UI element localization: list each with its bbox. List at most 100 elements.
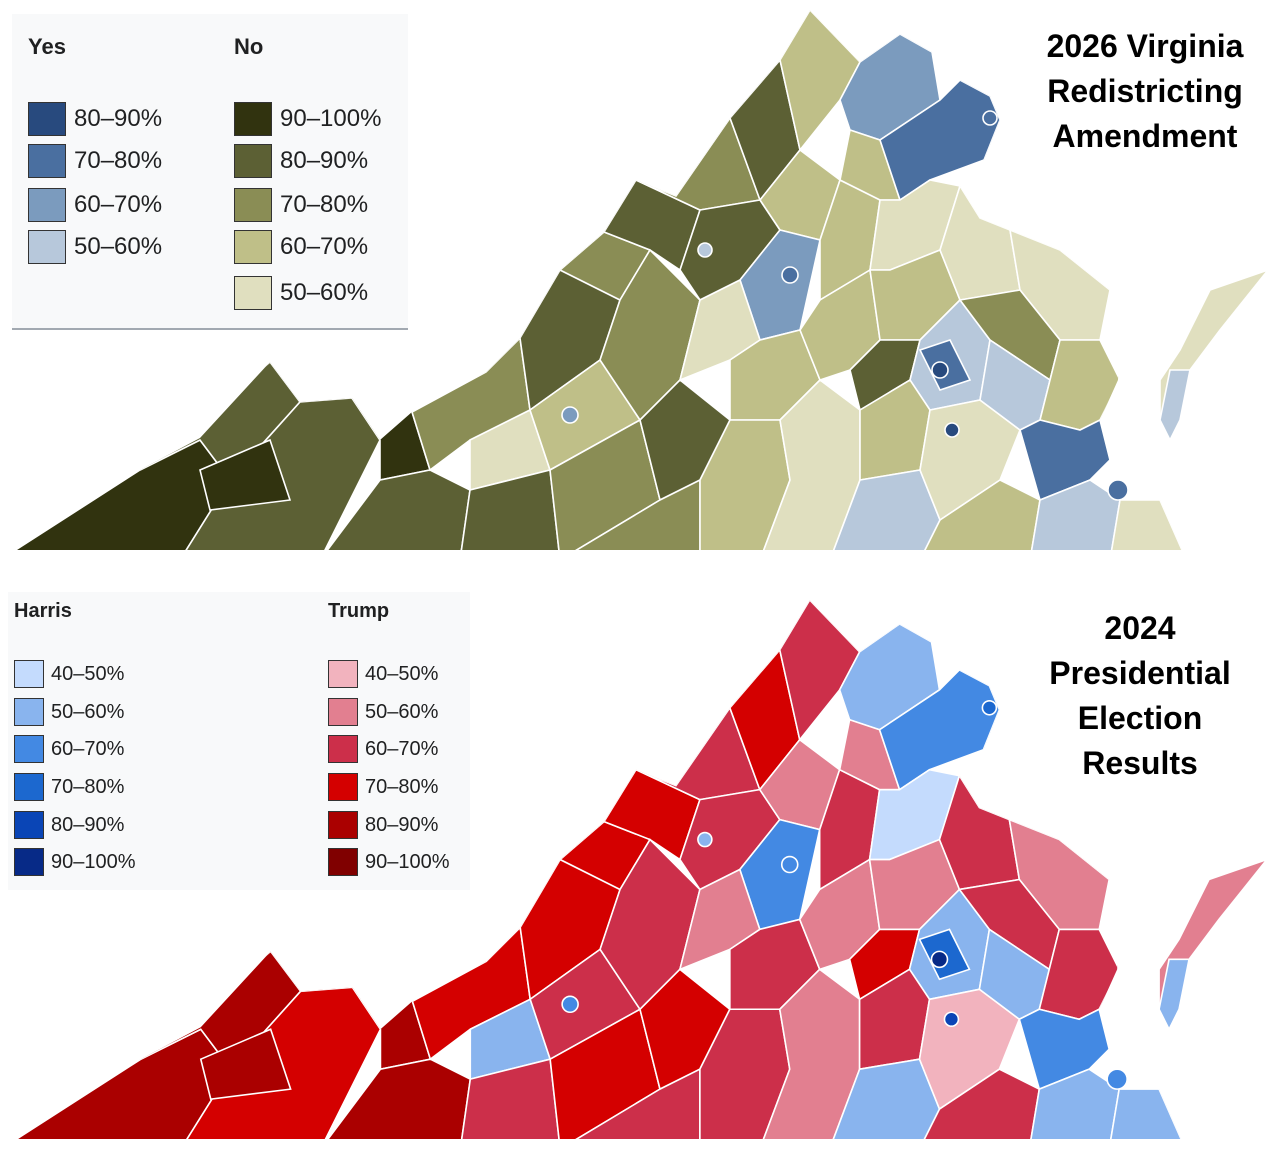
- legend-item-harris: 40–50%: [14, 660, 124, 688]
- city-dot: [981, 700, 998, 716]
- legend-swatch: [14, 660, 44, 688]
- legend-swatch: [328, 811, 358, 839]
- legend-label: 80–90%: [74, 105, 163, 132]
- title-line: Results: [1082, 745, 1198, 781]
- legend-label: 60–70%: [280, 233, 369, 260]
- county-region: [918, 479, 1041, 550]
- legend-label: 90–100%: [280, 105, 382, 132]
- county-region: [1109, 499, 1182, 550]
- county-region: [1108, 1088, 1182, 1140]
- legend-label: 60–70%: [74, 191, 163, 218]
- legend-swatch: [328, 660, 358, 688]
- legend-item-no: 70–80%: [234, 188, 368, 222]
- legend-item-no: 90–100%: [234, 102, 381, 136]
- legend-item-trump: 90–100%: [328, 848, 450, 876]
- election-legend: Harris Trump 40–50% 50–60% 60–70% 70–80%…: [8, 592, 470, 890]
- legend-swatch: [14, 735, 44, 763]
- redistricting-legend: Yes No 80–90% 70–80% 60–70% 50–60% 90–10…: [12, 14, 408, 330]
- legend-yes-header: Yes: [28, 34, 66, 59]
- legend-label: 90–100%: [51, 850, 136, 873]
- city-dot: [930, 950, 949, 969]
- county-region: [1029, 479, 1121, 550]
- legend-swatch: [234, 230, 272, 264]
- legend-item-trump: 70–80%: [328, 773, 438, 801]
- legend-item-harris: 60–70%: [14, 735, 124, 763]
- city-dot: [697, 831, 713, 848]
- legend-swatch: [14, 698, 44, 726]
- presidential-election-map: [11, 599, 1270, 1140]
- county-region: [1019, 418, 1111, 502]
- legend-label: 50–60%: [51, 700, 125, 723]
- legend-label: 70–80%: [51, 775, 125, 798]
- redistricting-map-title: 2026 Virginia Redistricting Amendment: [1010, 24, 1278, 159]
- legend-item-trump: 80–90%: [328, 811, 438, 839]
- title-line: 2024: [1104, 610, 1176, 646]
- county-region: [1028, 1068, 1121, 1140]
- county-region: [199, 1028, 292, 1100]
- county-region: [318, 469, 471, 550]
- legend-swatch: [28, 102, 66, 136]
- legend-swatch: [234, 144, 272, 178]
- legend-label: 80–90%: [51, 813, 125, 836]
- redistricting-amendment-map: [10, 10, 1271, 550]
- city-dot: [931, 361, 949, 379]
- legend-swatch: [28, 188, 66, 222]
- title-line: Election: [1077, 700, 1203, 736]
- city-dot: [697, 242, 713, 258]
- county-region: [918, 1068, 1041, 1140]
- legend-item-harris: 70–80%: [14, 773, 124, 801]
- legend-swatch: [328, 773, 358, 801]
- legend-label: 40–50%: [51, 662, 125, 685]
- title-line: 2026 Virginia: [1046, 28, 1244, 64]
- legend-label: 50–60%: [74, 233, 163, 260]
- legend-item-yes: 80–90%: [28, 102, 162, 136]
- legend-item-no: 50–60%: [234, 276, 368, 310]
- county-region: [199, 438, 292, 511]
- legend-item-trump: 60–70%: [328, 735, 438, 763]
- legend-item-harris: 50–60%: [14, 698, 124, 726]
- city-dot: [561, 406, 579, 424]
- legend-swatch: [14, 848, 44, 876]
- legend-item-yes: 50–60%: [28, 230, 162, 264]
- legend-item-harris: 80–90%: [14, 811, 124, 839]
- legend-label: 70–80%: [280, 191, 369, 218]
- legend-item-harris: 90–100%: [14, 848, 136, 876]
- eastern-shore: [1158, 958, 1191, 1032]
- county-region: [1018, 1008, 1111, 1091]
- title-line: Presidential: [1049, 655, 1231, 691]
- legend-label: 50–60%: [365, 700, 439, 723]
- legend-swatch: [328, 735, 358, 763]
- legend-trump-header: Trump: [328, 600, 390, 622]
- legend-swatch: [14, 811, 44, 839]
- legend-swatch: [14, 773, 44, 801]
- legend-swatch: [234, 276, 272, 310]
- title-line: Amendment: [1052, 118, 1238, 154]
- legend-item-trump: 50–60%: [328, 698, 438, 726]
- county-region: [879, 79, 1001, 202]
- title-line: Redistricting: [1047, 73, 1243, 109]
- legend-label: 80–90%: [280, 147, 369, 174]
- legend-swatch: [328, 698, 358, 726]
- legend-label: 50–60%: [280, 279, 369, 306]
- legend-item-no: 80–90%: [234, 144, 368, 178]
- legend-label: 40–50%: [365, 662, 439, 685]
- city-dot: [780, 855, 799, 874]
- city-dot: [943, 1011, 960, 1028]
- legend-swatch: [234, 188, 272, 222]
- city-dot: [1106, 1068, 1128, 1090]
- legend-item-yes: 70–80%: [28, 144, 162, 178]
- legend-swatch: [328, 848, 358, 876]
- eastern-shore: [1159, 369, 1191, 442]
- city-dot: [561, 995, 579, 1014]
- city-dot: [944, 422, 960, 438]
- legend-label: 70–80%: [74, 147, 163, 174]
- county-region: [318, 1058, 472, 1140]
- legend-item-trump: 40–50%: [328, 660, 438, 688]
- election-map-title: 2024 Presidential Election Results: [1010, 606, 1270, 786]
- legend-label: 70–80%: [365, 775, 439, 798]
- legend-label: 80–90%: [365, 813, 439, 836]
- legend-label: 60–70%: [51, 737, 125, 760]
- legend-swatch: [28, 144, 66, 178]
- legend-item-yes: 60–70%: [28, 188, 162, 222]
- legend-harris-header: Harris: [14, 600, 72, 622]
